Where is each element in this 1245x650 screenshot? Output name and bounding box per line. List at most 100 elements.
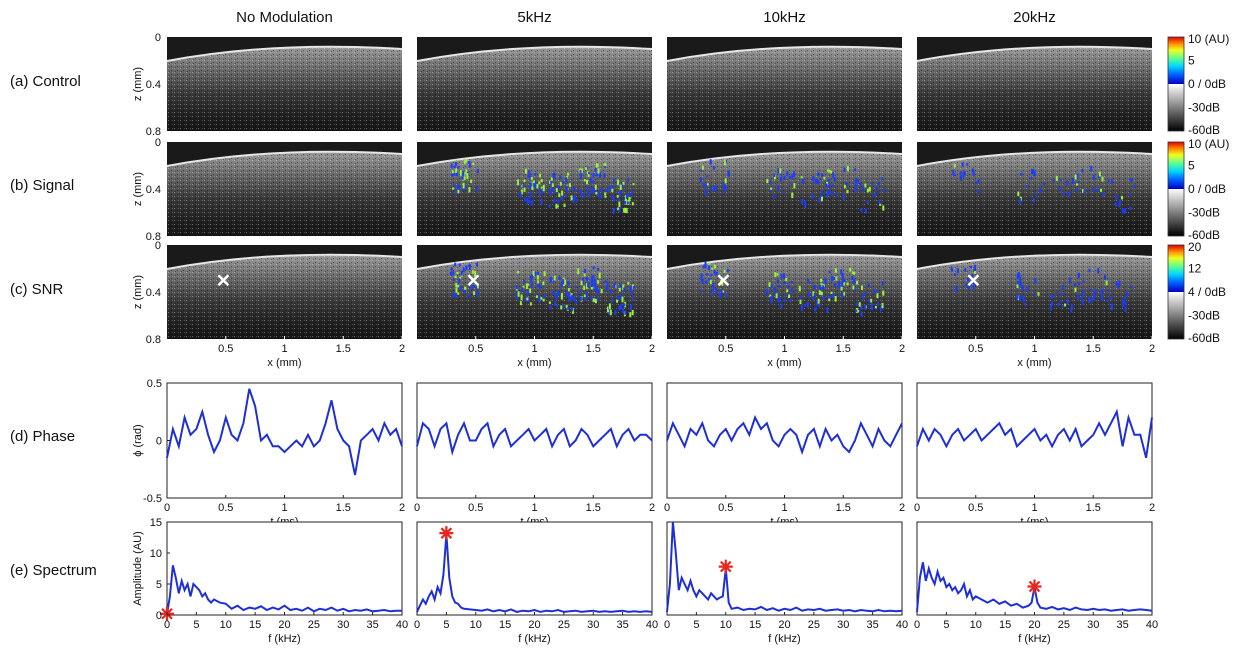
overlay-point (552, 291, 555, 295)
overlay-point (522, 185, 525, 188)
overlay-point (852, 285, 855, 290)
overlay-point (463, 160, 466, 165)
y-tick-label: 15 (150, 517, 162, 529)
x-tick-label: 25 (1058, 619, 1070, 631)
x-tick-label: 1 (281, 343, 287, 355)
overlay-point (595, 191, 598, 195)
plot-panel (416, 382, 653, 499)
overlay-point (835, 276, 838, 281)
overlay-point (833, 283, 836, 288)
overlay-point (1022, 294, 1025, 300)
overlay-point (571, 307, 574, 312)
overlay-point (814, 178, 817, 185)
overlay-point (702, 182, 705, 186)
overlay-point (558, 193, 561, 198)
cross-marker (717, 274, 730, 287)
overlay-point (583, 294, 586, 298)
overlay-point (819, 178, 822, 181)
x-tick-label: 1 (531, 502, 537, 514)
overlay-point (774, 272, 777, 277)
overlay-point (807, 292, 810, 298)
overlay-point (453, 165, 456, 169)
overlay-point (855, 302, 858, 306)
overlay-point (1057, 302, 1060, 307)
overlay-point (827, 179, 830, 182)
overlay-point (819, 291, 822, 295)
overlay-point (855, 178, 858, 184)
overlay-point (787, 285, 790, 288)
overlay-point (778, 285, 781, 289)
overlay-point (566, 185, 569, 188)
overlay-point (1052, 295, 1055, 299)
overlay-point (1108, 289, 1111, 293)
overlay-point (603, 173, 606, 178)
overlay-point (1107, 179, 1110, 182)
overlay-point (580, 280, 583, 286)
overlay-point (875, 191, 878, 194)
overlay-point (775, 293, 778, 299)
overlay-point (610, 289, 613, 294)
overlay-point (798, 285, 801, 292)
overlay-point (560, 283, 563, 288)
overlay-point (594, 285, 597, 291)
overlay-point (972, 285, 975, 290)
overlay-point (555, 203, 558, 209)
overlay-point (953, 163, 956, 168)
overlay-point (1060, 292, 1063, 296)
overlay-point (450, 163, 453, 169)
overlay-point (715, 271, 718, 276)
x-tick-label: 30 (587, 619, 599, 631)
overlay-point (628, 197, 631, 202)
overlay-point (517, 179, 520, 186)
overlay-point (573, 297, 576, 302)
overlay-point (817, 172, 820, 177)
overlay-point (627, 281, 630, 285)
overlay-point (710, 273, 713, 277)
oct-panel (916, 142, 1153, 236)
overlay-point (791, 192, 794, 196)
overlay-point (613, 197, 616, 202)
overlay-point (626, 201, 629, 205)
overlay-point (1122, 301, 1125, 308)
overlay-point (585, 167, 588, 170)
overlay-point (1130, 285, 1133, 289)
overlay-point (616, 299, 618, 303)
tissue-speckle (417, 151, 652, 236)
overlay-point (854, 184, 857, 190)
overlay-point (618, 190, 621, 197)
overlay-point (1124, 208, 1127, 214)
overlay-point (1033, 171, 1036, 177)
overlay-point (540, 199, 543, 205)
overlay-point (971, 168, 974, 173)
overlay-point (538, 284, 541, 290)
overlay-point (709, 279, 712, 285)
y-tick-label: 0.8 (146, 334, 161, 346)
overlay-point (864, 292, 867, 295)
overlay-point (860, 304, 862, 310)
overlay-point (532, 180, 535, 184)
overlay-point (1101, 296, 1104, 301)
x-tick-label: 10 (720, 619, 732, 631)
overlay-point (842, 281, 845, 286)
overlay-point (701, 165, 704, 170)
overlay-point (598, 272, 601, 279)
overlay-point (966, 162, 969, 166)
overlay-point (977, 189, 980, 194)
x-tick-label: 1.5 (836, 502, 851, 514)
overlay-point (530, 277, 533, 284)
overlay-point (527, 175, 530, 178)
overlay-point (454, 160, 457, 166)
overlay-point (621, 307, 624, 313)
y-tick-label: 10 (150, 548, 162, 560)
x-tick-label: 2 (899, 502, 905, 514)
overlay-point (871, 182, 874, 186)
colorbar-label: 5 (1188, 54, 1195, 68)
overlay-point (455, 284, 458, 287)
overlay-point (833, 176, 836, 182)
overlay-point (592, 172, 595, 178)
overlay-point (593, 284, 596, 288)
overlay-point (607, 306, 609, 313)
colorbar-label: 0 / 0dB (1188, 182, 1226, 196)
x-tick-label: 0.5 (468, 343, 483, 355)
overlay-point (521, 185, 524, 188)
